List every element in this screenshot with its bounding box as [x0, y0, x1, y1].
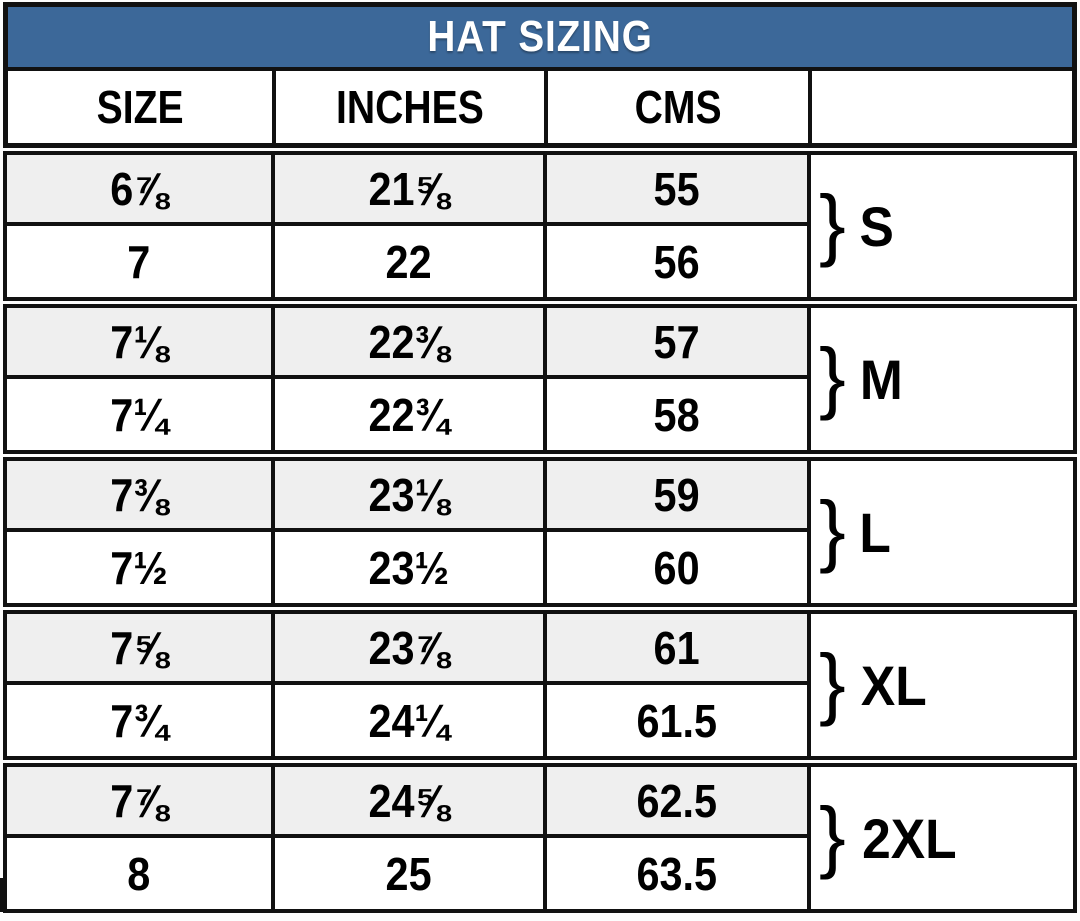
size-cell: 7⅜	[7, 461, 275, 532]
title-bar: HAT SIZING	[8, 7, 1072, 71]
brace-icon: }	[819, 791, 846, 880]
group-label-s: } S	[811, 155, 1073, 297]
cms-cell: 60	[547, 532, 811, 603]
column-header-size: SIZE	[8, 71, 276, 143]
cms-cell: 55	[547, 155, 811, 226]
scan-edge-artifact	[0, 878, 3, 912]
inches-cell: 22	[275, 226, 547, 297]
cms-cell: 58	[547, 379, 811, 450]
size-band-2xl: 7⅞ 24⅝ 62.5 } 2XL 8 25 63.5	[3, 763, 1077, 913]
inches-cell: 23½	[275, 532, 547, 603]
group-label-m: } M	[811, 308, 1073, 450]
size-cell: 7¾	[7, 685, 275, 756]
column-header-group	[812, 71, 1072, 143]
group-label-text: L	[859, 500, 891, 564]
size-band-s: 6⅞ 21⅝ 55 } S 7 22 56	[3, 151, 1077, 301]
inches-cell: 24¼	[275, 685, 547, 756]
cms-cell: 63.5	[547, 838, 811, 909]
group-label-text: S	[859, 194, 894, 258]
inches-cell: 22⅜	[275, 308, 547, 379]
chart-header-block: HAT SIZING SIZE INCHES CMS	[3, 2, 1077, 148]
inches-cell: 23⅞	[275, 614, 547, 685]
brace-icon: }	[819, 485, 846, 574]
size-band-xl: 7⅝ 23⅞ 61 } XL 7¾ 24¼ 61.5	[3, 610, 1077, 760]
column-header-row: SIZE INCHES CMS	[8, 71, 1072, 143]
page-title: HAT SIZING	[427, 12, 653, 61]
size-cell: 7¼	[7, 379, 275, 450]
inches-cell: 23⅛	[275, 461, 547, 532]
cms-cell: 61	[547, 614, 811, 685]
size-cell: 7⅝	[7, 614, 275, 685]
group-label-l: } L	[811, 461, 1073, 603]
brace-icon: }	[819, 179, 846, 268]
size-cell: 7⅛	[7, 308, 275, 379]
cms-cell: 56	[547, 226, 811, 297]
inches-cell: 25	[275, 838, 547, 909]
group-label-2xl: } 2XL	[811, 767, 1073, 909]
size-cell: 7⅞	[7, 767, 275, 838]
cms-cell: 57	[547, 308, 811, 379]
inches-cell: 24⅝	[275, 767, 547, 838]
brace-icon: }	[819, 332, 846, 421]
column-header-inches: INCHES	[276, 71, 548, 143]
inches-cell: 22¾	[275, 379, 547, 450]
column-header-cms: CMS	[548, 71, 812, 143]
cms-cell: 62.5	[547, 767, 811, 838]
size-cell: 7	[7, 226, 275, 297]
inches-cell: 21⅝	[275, 155, 547, 226]
cms-cell: 59	[547, 461, 811, 532]
size-band-m: 7⅛ 22⅜ 57 } M 7¼ 22¾ 58	[3, 304, 1077, 454]
brace-icon: }	[819, 638, 846, 727]
group-label-text: M	[859, 347, 903, 411]
size-cell: 8	[7, 838, 275, 909]
hat-sizing-chart: HAT SIZING SIZE INCHES CMS 6⅞ 21⅝ 55 } S…	[3, 2, 1077, 913]
size-cell: 6⅞	[7, 155, 275, 226]
group-label-text: 2XL	[861, 806, 957, 870]
group-label-text: XL	[860, 653, 927, 717]
cms-cell: 61.5	[547, 685, 811, 756]
size-band-l: 7⅜ 23⅛ 59 } L 7½ 23½ 60	[3, 457, 1077, 607]
size-cell: 7½	[7, 532, 275, 603]
group-label-xl: } XL	[811, 614, 1073, 756]
